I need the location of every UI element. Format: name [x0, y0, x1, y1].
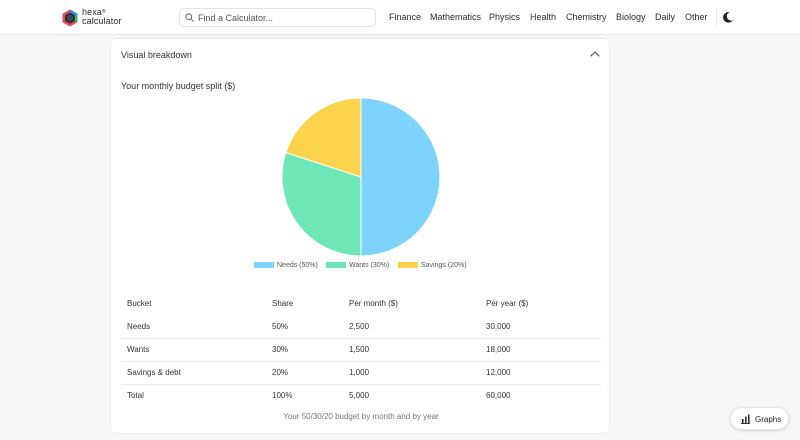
col-header-per-year: Per year ($): [486, 299, 529, 308]
nav-physics[interactable]: Physics: [489, 12, 521, 22]
logo-registered: ®: [101, 9, 106, 15]
hexagon-logo-icon: [62, 9, 78, 27]
search-box[interactable]: [179, 8, 376, 27]
col-header-bucket: Bucket: [127, 299, 152, 308]
pie-slice-2[interactable]: [281, 151, 362, 257]
cell-per-year: 18,000: [486, 345, 511, 354]
graphs-button[interactable]: Graphs: [730, 407, 789, 430]
cell-share: 20%: [272, 368, 289, 377]
cell-per-month: 1,500: [349, 345, 370, 354]
table-row: Needs 50% 2,500 30,000: [121, 315, 601, 338]
table-header-row: Bucket Share Per month ($) Per year ($): [121, 292, 601, 315]
cell-share: 50%: [272, 321, 289, 331]
nav-biology[interactable]: Biology: [616, 12, 646, 22]
cell-share: 100%: [272, 391, 293, 401]
table-row-total: Total 100% 5,000 60,000: [121, 384, 601, 407]
legend-label: Needs (50%): [277, 262, 318, 269]
bar-chart-icon: [741, 414, 750, 424]
legend-label: Savings (20%): [421, 262, 467, 269]
logo-word-hexa: hexa: [82, 7, 102, 17]
cell-per-year: 30,000: [486, 321, 511, 331]
nav-mathematics[interactable]: Mathematics: [430, 12, 482, 22]
legend-swatch: [326, 262, 346, 269]
nav-chemistry[interactable]: Chemistry: [566, 12, 607, 22]
cell-bucket: Needs: [127, 321, 151, 331]
cell-per-month: 2,500: [349, 321, 370, 331]
visual-breakdown-card: Visual breakdown Your monthly budget spl…: [110, 38, 610, 434]
search-input[interactable]: [198, 10, 370, 25]
chart-title: Your monthly budget split ($): [121, 81, 236, 91]
pie-slice-3[interactable]: [285, 97, 362, 178]
table-row: Savings & debt 20% 1,000 12,000: [121, 361, 601, 384]
pie-slice-1[interactable]: [360, 97, 441, 257]
legend-swatch: [398, 262, 418, 269]
nav-health[interactable]: Health: [530, 12, 557, 22]
nav-finance[interactable]: Finance: [389, 12, 422, 22]
legend-label: Wants (30%): [349, 262, 390, 269]
col-header-per-month: Per month ($): [349, 299, 398, 308]
nav-divider: [716, 8, 717, 27]
top-bar: hexa® calculator Finance Mathematics Phy…: [0, 0, 800, 35]
cell-per-month: 1,000: [349, 368, 370, 377]
budget-table: Bucket Share Per month ($) Per year ($) …: [121, 292, 601, 407]
logo[interactable]: hexa® calculator: [62, 8, 142, 28]
chevron-up-icon[interactable]: [589, 49, 601, 59]
table-row: Wants 30% 1,500 18,000: [121, 338, 601, 361]
logo-word-calculator: calculator: [82, 16, 122, 26]
nav-other[interactable]: Other: [685, 12, 708, 22]
cell-per-month: 5,000: [349, 391, 370, 401]
card-header[interactable]: Visual breakdown: [111, 39, 611, 69]
cell-bucket: Total: [127, 391, 144, 401]
graphs-label: Graphs: [755, 415, 782, 424]
nav-daily[interactable]: Daily: [655, 12, 676, 22]
cell-bucket: Savings & debt: [127, 368, 181, 377]
cell-bucket: Wants: [127, 345, 150, 354]
legend-item[interactable]: Savings (20%): [398, 262, 467, 269]
legend-item[interactable]: Wants (30%): [326, 262, 389, 269]
cell-per-year: 60,000: [486, 391, 511, 401]
card-title: Visual breakdown: [121, 50, 192, 60]
table-caption: Your 50/30/20 budget by month and by yea…: [283, 412, 439, 421]
legend-item[interactable]: Needs (50%): [254, 262, 318, 269]
col-header-share: Share: [272, 299, 294, 308]
cell-per-year: 12,000: [486, 368, 511, 377]
budget-pie-chart: [281, 97, 441, 257]
search-icon: [185, 13, 194, 22]
legend-swatch: [254, 262, 274, 269]
cell-share: 30%: [272, 345, 289, 354]
moon-icon[interactable]: [720, 10, 735, 25]
